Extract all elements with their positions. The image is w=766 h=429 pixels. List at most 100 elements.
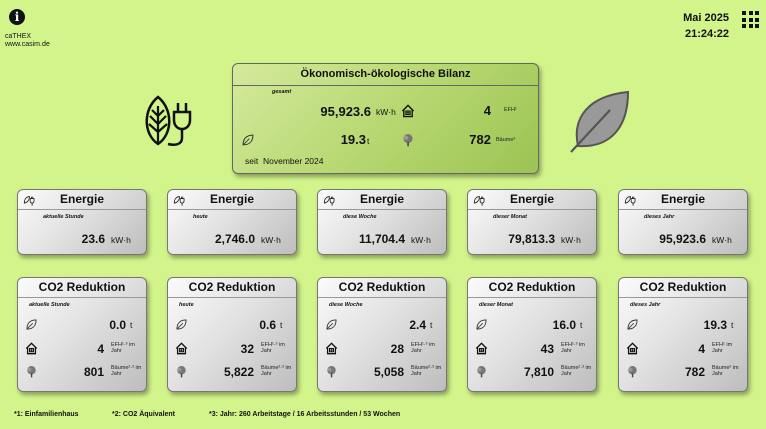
house-icon	[325, 342, 338, 355]
co2-unit: t	[280, 320, 283, 330]
trees-unit: Bäume²·³ im Jahr	[561, 365, 592, 377]
clock: 21:24:22	[684, 28, 729, 40]
summary-trees-unit: Bäume²	[496, 137, 516, 143]
energy-card: Energie diese Woche 11,704.4 kW·h	[317, 189, 447, 255]
energy-card-unit: kW·h	[561, 235, 581, 245]
house-icon	[626, 342, 639, 355]
co2-card-title: CO2 Reduktion	[18, 278, 146, 298]
co2-value: 0.0	[109, 318, 126, 332]
footnote-2: *2: CO2 Äquivalent	[112, 411, 176, 418]
efh-value: 4	[97, 342, 104, 356]
tree-icon	[475, 365, 488, 378]
summary-trees-value: 782	[469, 132, 491, 147]
efh-unit: EFH¹·³ im Jahr	[561, 342, 585, 354]
tree-icon	[401, 133, 415, 147]
energy-card: Energie heute 2,746.0 kW·h	[167, 189, 297, 255]
energy-card: Energie dieser Monat 79,813.3 kW·h	[467, 189, 597, 255]
since-label: seit	[245, 156, 259, 166]
brand: caTHEX www.casim.de	[5, 33, 50, 49]
leaf-icon	[325, 318, 338, 331]
energy-card-title: Energie	[318, 190, 446, 210]
co2-card-period: diese Woche	[329, 302, 363, 308]
energy-card-value: 95,923.6	[659, 232, 706, 246]
energy-card-value: 2,746.0	[214, 232, 255, 246]
summary-energy-unit: kW·h	[376, 107, 396, 117]
grid-menu-icon[interactable]	[742, 11, 759, 28]
energy-card-title: Energie	[468, 190, 596, 210]
energy-card-unit: kW·h	[261, 235, 281, 245]
leaf-icon	[475, 318, 488, 331]
trees-unit: Bäume² im Jahr	[712, 365, 739, 377]
energy-card-title: Energie	[619, 190, 747, 210]
efh-unit: EFH¹·³ im Jahr	[111, 342, 135, 354]
efh-unit: EFH¹·³ im Jahr	[261, 342, 285, 354]
energy-card-unit: kW·h	[411, 235, 431, 245]
efh-unit: EFH¹ im Jahr	[712, 342, 733, 354]
summary-co2-unit: t	[367, 136, 370, 146]
energy-card-period: dieser Monat	[493, 214, 527, 220]
co2-unit: t	[430, 320, 433, 330]
energy-card-title: Energie	[18, 190, 146, 210]
trees-value: 5,822	[223, 365, 254, 379]
efh-value: 32	[240, 342, 254, 356]
energy-card: Energie aktuelle Stunde 23.6 kW·h	[17, 189, 147, 255]
co2-card-period: aktuelle Stunde	[29, 302, 70, 308]
co2-card: CO2 Reduktion aktuelle Stunde 0.0 t 4 EFH¹·³ …	[17, 277, 147, 392]
leaf-icon	[175, 318, 188, 331]
co2-card: CO2 Reduktion diese Woche 2.4 t 28 EFH¹·³ im …	[317, 277, 447, 392]
energy-card-value: 23.6	[81, 232, 105, 246]
energy-card-period: aktuelle Stunde	[43, 214, 84, 220]
co2-card-title: CO2 Reduktion	[468, 278, 596, 298]
trees-value: 782	[684, 365, 705, 379]
summary-period: gesamt	[272, 89, 292, 95]
month-label: Mai 2025	[683, 12, 729, 24]
trees-value: 7,810	[523, 365, 554, 379]
leaf-icon	[626, 318, 639, 331]
summary-title: Ökonomisch-ökologische Bilanz	[233, 64, 538, 86]
co2-card: CO2 Reduktion heute 0.6 t 32 EFH¹·³ im Jahr 5,…	[167, 277, 297, 392]
summary-efh-value: 4	[483, 103, 491, 118]
summary-co2-value: 19.3	[340, 132, 366, 147]
co2-card-period: dieser Monat	[479, 302, 513, 308]
efh-value: 28	[390, 342, 404, 356]
trees-unit: Bäume²·³ im Jahr	[261, 365, 292, 377]
co2-card-period: heute	[179, 302, 194, 308]
co2-unit: t	[580, 320, 583, 330]
co2-value: 19.3	[703, 318, 727, 332]
trees-value: 5,058	[373, 365, 404, 379]
trees-unit: Bäume²·³ im Jahr	[411, 365, 442, 377]
summary-energy-value: 95,923.6	[320, 104, 371, 119]
co2-unit: t	[130, 320, 133, 330]
co2-card: CO2 Reduktion dieser Monat 16.0 t 43 EFH¹·³ i…	[467, 277, 597, 392]
efh-unit: EFH¹·³ im Jahr	[411, 342, 435, 354]
tree-icon	[325, 365, 338, 378]
co2-card: CO2 Reduktion dieses Jahr 19.3 t 4 EFH¹ im Ja…	[618, 277, 748, 392]
footnote-1: *1: Einfamilienhaus	[14, 411, 79, 418]
brand-name: caTHEX	[5, 33, 32, 40]
info-icon[interactable]: i	[9, 9, 25, 25]
plug-leaf-icon	[145, 95, 192, 146]
trees-unit: Bäume²·³ im Jahr	[111, 365, 142, 377]
trees-value: 801	[83, 365, 104, 379]
datetime: Mai 2025 21:24:22	[683, 10, 729, 42]
energy-card-period: dieses Jahr	[644, 214, 675, 220]
co2-card-title: CO2 Reduktion	[619, 278, 747, 298]
summary-efh-unit: EFH¹	[504, 107, 517, 113]
co2-value: 16.0	[552, 318, 576, 332]
energy-card-value: 11,704.4	[358, 232, 405, 246]
summary-card: Ökonomisch-ökologische Bilanz gesamt 95,…	[232, 63, 539, 174]
brand-url: www.casim.de	[5, 41, 50, 48]
co2-value: 2.4	[409, 318, 426, 332]
co2-value: 0.6	[259, 318, 276, 332]
tree-icon	[25, 365, 38, 378]
house-icon	[175, 342, 188, 355]
co2-card-title: CO2 Reduktion	[168, 278, 296, 298]
energy-card-unit: kW·h	[712, 235, 732, 245]
since-value: November 2024	[263, 156, 324, 166]
co2-unit: t	[731, 320, 734, 330]
energy-card: Energie dieses Jahr 95,923.6 kW·h	[618, 189, 748, 255]
efh-value: 43	[540, 342, 554, 356]
house-icon	[401, 104, 415, 118]
tree-icon	[175, 365, 188, 378]
footnote-3: *3: Jahr: 260 Arbeitstage / 16 Arbeitsst…	[209, 411, 401, 418]
